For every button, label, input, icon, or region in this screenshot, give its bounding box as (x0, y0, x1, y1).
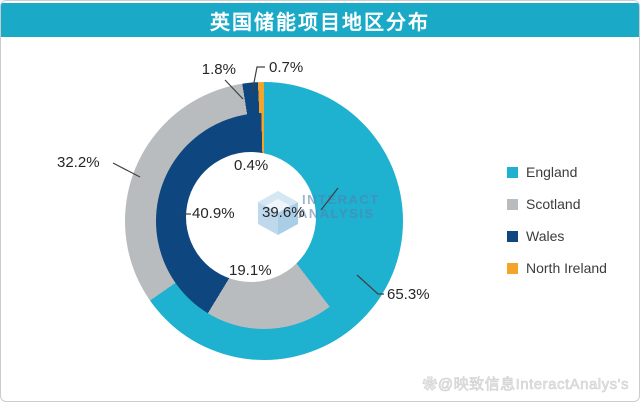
inner-label-scotland: 19.1% (229, 262, 272, 279)
corner-watermark-text: @映致信息InteractAnalys's (437, 376, 629, 394)
chart-title: 英国储能项目地区分布 (210, 11, 430, 34)
watermark-text-line2: ANALYSIS (298, 206, 375, 221)
watermark-text-line1: INTERACT (302, 192, 380, 207)
legend-item-north-ireland: North Ireland (507, 258, 607, 278)
legend-label-england: England (526, 164, 578, 180)
legend: England Scotland Wales North Ireland (507, 162, 607, 290)
inner-label-england: 39.6% (262, 204, 305, 221)
legend-swatch-england (507, 166, 518, 178)
legend-label-wales: Wales (526, 228, 565, 244)
watermark-cube-icon (258, 191, 298, 235)
legend-swatch-scotland (507, 198, 518, 210)
outer-label-england: 65.3% (387, 286, 430, 303)
corner-watermark: ✿@映致信息InteractAnalys's (422, 373, 629, 394)
legend-label-scotland: Scotland (526, 196, 581, 212)
inner-label-north-ireland: 0.4% (234, 157, 269, 174)
legend-label-north-ireland: North Ireland (526, 260, 607, 276)
outer-label-wales: 1.8% (201, 61, 236, 78)
legend-item-wales: Wales (507, 226, 607, 246)
paw-flower-icon: ✿ (422, 376, 438, 394)
legend-swatch-north-ireland (507, 262, 518, 274)
chart-title-bar: 英国储能项目地区分布 (1, 3, 639, 37)
outer-label-scotland: 32.2% (57, 154, 100, 171)
legend-item-scotland: Scotland (507, 194, 607, 214)
legend-swatch-wales (507, 230, 518, 242)
inner-label-wales: 40.9% (192, 205, 235, 222)
outer-label-north-ireland: 0.7% (269, 59, 304, 76)
legend-item-england: England (507, 162, 607, 182)
